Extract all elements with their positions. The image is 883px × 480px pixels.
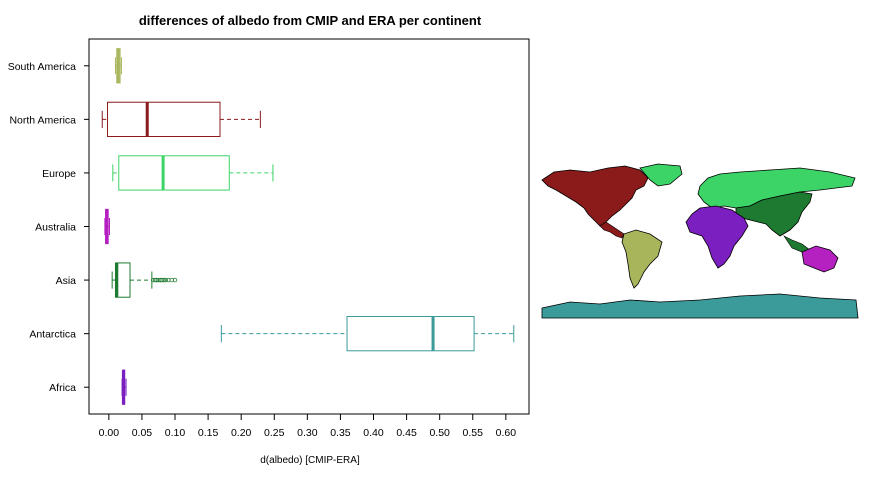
x-tick-label: 0.45: [396, 427, 417, 439]
box-iqr: [346, 316, 475, 352]
y-axis: South America North America Europe Australi…: [8, 61, 89, 394]
y-tick-label: South America: [8, 61, 76, 73]
y-tick-label: Asia: [56, 275, 77, 287]
x-tick-label: 0.25: [264, 427, 285, 439]
x-tick-label: 0.60: [496, 427, 517, 439]
box-iqr: [118, 155, 230, 191]
x-tick-label: 0.30: [297, 427, 318, 439]
box-africa: [121, 369, 127, 405]
map-antarctica: [541, 293, 859, 319]
outlier-point: [163, 277, 168, 283]
x-tick-label: 0.20: [231, 427, 252, 439]
box-europe: [112, 155, 274, 191]
y-tick-label: North America: [9, 114, 76, 126]
map-north-america: [541, 165, 649, 227]
y-tick-label: Antarctica: [29, 329, 76, 341]
map-greenland: [639, 163, 683, 187]
x-axis: 0.00 0.05 0.10 0.15 0.20 0.25 0.30 0.35 0.40 0.45…: [99, 413, 517, 439]
x-tick-label: 0.40: [363, 427, 384, 439]
x-tick-label: 0.10: [165, 427, 186, 439]
box-iqr: [107, 101, 221, 137]
world-map: [541, 163, 859, 319]
map-australia: [801, 245, 839, 273]
boxplot-chart: differences of albedo from CMIP and ERA …: [8, 13, 530, 466]
map-central-america: [599, 221, 625, 239]
x-tick-label: 0.55: [463, 427, 484, 439]
box-antarctica: [220, 316, 515, 352]
x-axis-label: d(albedo) [CMIP-ERA]: [260, 455, 360, 466]
x-tick-label: 0.35: [330, 427, 351, 439]
x-tick-label: 0.15: [198, 427, 219, 439]
y-tick-label: Europe: [42, 168, 76, 180]
x-tick-label: 0.50: [429, 427, 450, 439]
map-southeast-asia: [783, 235, 811, 253]
map-africa: [685, 205, 749, 269]
box-australia: [104, 208, 111, 245]
x-tick-label: 0.05: [132, 427, 153, 439]
box-south-america: [114, 48, 122, 84]
map-asia: [735, 191, 813, 237]
outlier-point: [161, 277, 166, 283]
box-group: [101, 48, 515, 405]
x-tick-label: 0.00: [99, 427, 120, 439]
chart-title: differences of albedo from CMIP and ERA …: [139, 13, 482, 28]
map-south-america: [621, 229, 663, 289]
y-tick-label: Australia: [35, 222, 76, 234]
outlier-point: [172, 277, 178, 283]
plot-frame: [88, 38, 530, 415]
y-tick-label: Africa: [49, 382, 76, 394]
box-north-america: [101, 101, 261, 137]
box-asia: [111, 262, 178, 298]
